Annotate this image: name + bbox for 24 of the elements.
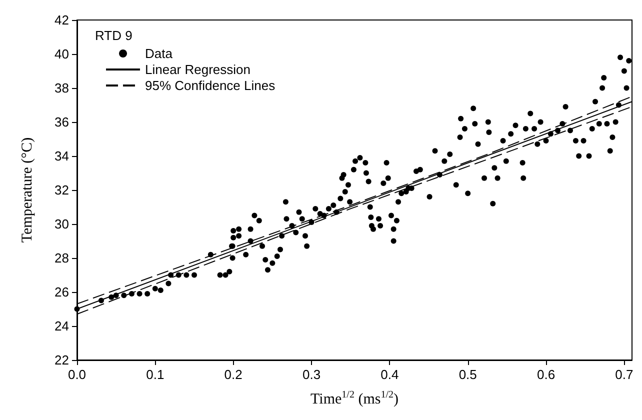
y-tick-label: 28: [54, 250, 69, 266]
y-tick-label: 34: [54, 148, 69, 164]
x-tick-label: 0.2: [224, 367, 242, 382]
y-tick-label: 30: [54, 216, 69, 232]
y-tick-label: 42: [54, 12, 69, 28]
x-tick-label: 0.1: [146, 367, 164, 382]
x-tick-label: 0.7: [615, 367, 634, 382]
y-tick-label: 32: [54, 182, 69, 198]
legend-label: Linear Regression: [145, 62, 251, 77]
legend-title: RTD 9: [95, 28, 132, 43]
legend-label: 95% Confidence Lines: [145, 78, 276, 93]
y-tick-label: 36: [54, 114, 69, 130]
x-tick-label: 0.3: [302, 367, 321, 382]
legend-label: Data: [145, 46, 174, 61]
x-tick-label: 0.6: [536, 367, 556, 382]
y-tick-label: 40: [54, 46, 69, 62]
y-tick-label: 26: [54, 284, 69, 300]
y-axis-title: Temperature (°C): [20, 137, 36, 243]
y-tick-label: 24: [54, 318, 69, 334]
y-tick-label: 38: [54, 80, 69, 96]
y-tick-label: 22: [54, 352, 69, 368]
x-tick-label: 0.4: [380, 367, 399, 382]
x-tick-label: 0.0: [68, 367, 86, 382]
x-tick-label: 0.5: [458, 367, 477, 382]
